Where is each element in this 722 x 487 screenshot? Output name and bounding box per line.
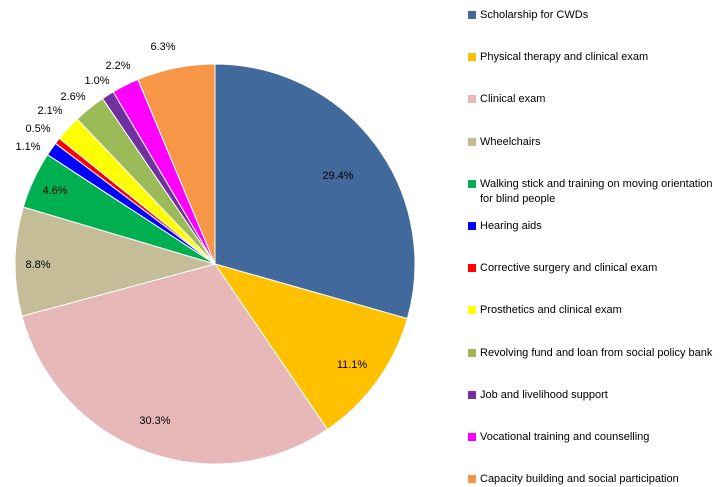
legend-swatch [468,306,476,315]
data-label: 30.3% [139,415,170,427]
legend-label: Wheelchairs [480,135,541,148]
pie-slice [137,63,216,265]
data-label: 2.1% [37,105,62,117]
legend-swatch [468,11,476,19]
legend-label: Revolving fund and loan from social poli… [480,346,713,359]
legend-label: Vocational training and counselling [480,431,650,443]
data-label: 2.2% [105,60,130,72]
legend-label: Corrective surgery and clinical exam [480,262,658,275]
legend-label: Walking stick and training on moving ori… [480,177,713,205]
legend-swatch [468,264,476,273]
legend-swatch [468,348,476,357]
legend-label: Scholarship for CWDs [480,9,589,21]
legend-label: Capacity building and social participati… [480,473,679,486]
data-label: 6.3% [150,41,175,53]
legend-label: Job and livelihood support [480,388,608,401]
legend-label: Clinical exam [480,93,546,106]
legend-swatch [468,390,476,399]
pie-slice [214,63,416,320]
pie-slice [21,263,329,465]
data-label: 29.4% [322,170,353,182]
legend-swatch [468,475,476,484]
data-label: 0.5% [25,123,50,135]
data-label: 2.6% [60,91,85,103]
pie-slice [14,206,217,317]
pie-slice [213,263,409,431]
legend-swatch [468,95,476,104]
data-label: 1.1% [15,141,40,153]
data-label: 4.6% [42,185,67,197]
legend-label: Physical therapy and clinical exam [480,51,649,64]
legend-swatch [468,137,476,146]
legend-label: Prosthetics and clinical exam [480,304,622,317]
data-label: 11.1% [337,359,368,371]
data-label: 8.8% [25,259,50,271]
legend-swatch [468,433,476,441]
data-label: 1.0% [84,75,109,87]
legend-swatch [468,53,476,62]
legend-label: Hearing aids [480,220,542,232]
legend-swatch [468,222,476,230]
legend-swatch [468,179,476,188]
